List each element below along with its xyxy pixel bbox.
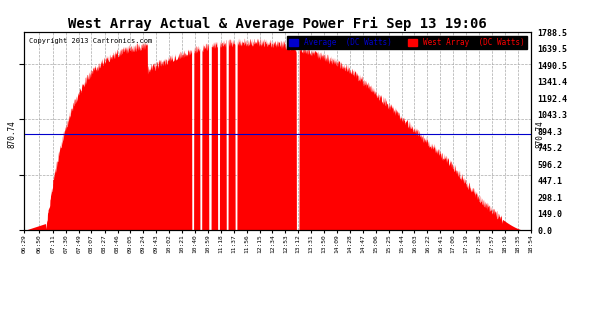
Title: West Array Actual & Average Power Fri Sep 13 19:06: West Array Actual & Average Power Fri Se… [68,17,487,31]
Text: Copyright 2013 Cartronics.com: Copyright 2013 Cartronics.com [29,38,152,44]
Text: 870.74: 870.74 [8,120,17,148]
Text: 870.74: 870.74 [536,120,545,148]
Legend: Average  (DC Watts), West Array  (DC Watts): Average (DC Watts), West Array (DC Watts… [287,36,527,49]
